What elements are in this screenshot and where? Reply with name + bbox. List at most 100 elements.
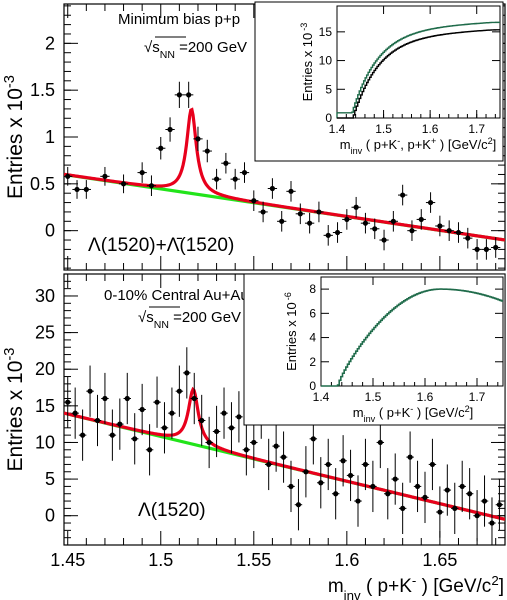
data-point [334,229,341,236]
data-point [362,220,369,226]
data-point [236,414,242,420]
energy-annotation: √sNN =200 GeV [138,309,241,331]
data-point [474,513,480,519]
data-point [418,216,424,223]
text-part: , p+K [400,137,431,152]
data-point [437,223,443,229]
data-point [146,447,153,453]
data-point [427,199,434,206]
data-point [414,483,421,490]
data-point [266,461,272,468]
inset-box [254,1,504,162]
text-part: inv [351,146,363,156]
data-point [481,498,488,504]
text-part: - [412,573,416,588]
text-part: Entries x 10 [4,88,27,199]
particle-label: Λ(1520)+Λ̄(1520) [88,235,234,256]
data-point [139,406,145,413]
data-point [228,425,235,431]
text-part: Entries x 10 [284,302,299,371]
data-point [280,454,287,460]
data-point [176,92,182,98]
text-part: 2 [465,404,470,414]
data-point [452,505,458,511]
inset-y-tick-label: 0 [325,111,332,125]
data-point [109,432,115,438]
data-point [251,439,257,446]
data-point [72,410,78,416]
data-point [241,169,248,176]
data-point [102,173,108,179]
data-point [83,186,89,193]
x-axis-title: minv ( p+K- ) [GeV/c2] [328,573,504,600]
data-point [269,185,276,192]
data-point [422,494,428,500]
inset-x-tick-label: 1.7 [469,390,486,404]
data-point [353,204,359,210]
text-part: inv [364,414,376,424]
text-part: ( p+K [362,137,397,152]
inset-y-tick-label: 5 [325,82,332,96]
inset-y-tick-label: 2 [309,355,316,369]
y-axis-title: Entries x 10-3 [2,75,27,199]
x-tick-label: 1.5 [148,550,173,570]
data-point [65,173,71,179]
text-part: - [410,404,413,414]
y-tick-label: 25 [35,323,55,343]
data-point [303,469,309,475]
data-point [325,461,331,468]
text-part: s [152,39,160,56]
text-part: -3 [2,348,18,361]
text-part: NN [154,319,169,331]
inset-x-tick-label: 1.6 [417,390,434,404]
text-part: -3 [299,23,309,31]
data-point [94,417,101,424]
text-part: ] [470,405,474,420]
text-part: 2 [491,573,498,588]
data-point [377,439,383,446]
data-point [223,160,229,166]
data-point [232,176,238,182]
data-point [117,421,123,427]
data-point [392,476,398,482]
text-part: m [340,137,351,152]
data-point [407,454,413,460]
text-part: √ [144,39,153,56]
inset-x-tick-label: 1.5 [365,390,382,404]
data-point [362,461,369,468]
y-tick-label: 30 [35,286,55,306]
data-point [295,502,302,508]
data-point [316,209,322,215]
x-tick-label: 1.6 [334,550,359,570]
data-point [333,491,339,497]
text-part: inv [344,588,361,600]
data-point [467,491,473,497]
inset-y-tick-label: 10 [319,54,333,68]
text-part: ( p+K [375,405,410,420]
x-tick-label: 1.45 [50,550,85,570]
data-point [65,399,71,405]
data-point [318,480,324,486]
inset-x-tick-label: 1.6 [422,122,439,136]
signal-fit-curve [64,386,505,521]
data-point [199,417,205,424]
data-point [347,472,354,479]
text-part: ( p+K [361,576,413,597]
x-tick-label: 1.55 [236,550,271,570]
text-part: m [328,576,344,597]
data-point [288,483,294,490]
y-tick-label: 20 [35,359,55,379]
text-part: Entries x 10 [300,33,315,102]
inset-y-tick-label: 0 [309,379,316,393]
text-part: ) [GeV/c [413,405,465,420]
system-annotation: 0-10% Central Au+Au [104,287,249,304]
data-point [206,439,212,446]
data-point [195,136,201,142]
inset-y-title: Entries x 10 -3 [299,23,315,102]
inset-histogram-lbar [337,29,500,119]
data-point [279,218,285,224]
y-tick-label: 0 [45,506,55,526]
data-point [465,235,471,241]
